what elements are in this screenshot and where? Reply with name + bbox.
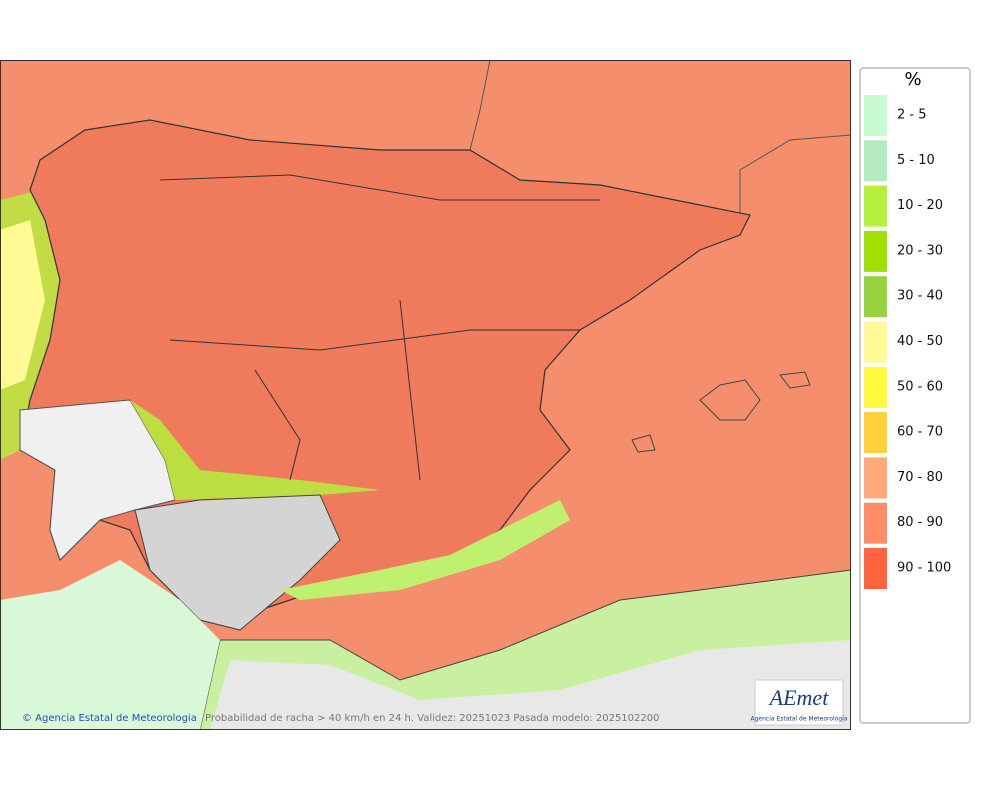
legend-label: 40 - 50: [897, 334, 943, 349]
legend-label: 80 - 90: [897, 515, 943, 530]
legend-label: 20 - 30: [897, 243, 943, 258]
legend-swatch: [864, 140, 887, 182]
borders: [159, 174, 600, 481]
legend-swatch: [864, 185, 887, 227]
island: [631, 434, 656, 453]
legend-swatch: [864, 230, 887, 272]
legend-label: 30 - 40: [897, 289, 943, 304]
andalusia: [134, 494, 341, 631]
legend-swatch: [864, 276, 887, 318]
legend-swatch: [864, 95, 887, 136]
legend-label: 2 - 5: [897, 108, 927, 123]
portugal-south: [19, 399, 176, 561]
legend-label: 5 - 10: [897, 153, 935, 168]
legend-swatch: [864, 502, 887, 544]
legend-label: 70 - 80: [897, 470, 943, 485]
legend-swatch: [864, 457, 887, 499]
logo-subtitle: Agencia Estatal de Meteorología: [751, 716, 848, 723]
africa-inland: [210, 640, 851, 730]
legend-label: 60 - 70: [897, 425, 943, 440]
caption: Probabilidad de racha > 40 km/h en 24 h.…: [205, 713, 659, 724]
map: [0, 60, 851, 730]
island: [779, 371, 811, 389]
island: [699, 379, 761, 421]
legend-swatch: [864, 366, 887, 408]
legend-swatch: [864, 548, 887, 589]
band: [280, 500, 570, 600]
legend-swatch: [864, 412, 887, 454]
legend-label: 50 - 60: [897, 379, 943, 394]
logo-box: [754, 679, 844, 726]
atlantic-band: [0, 560, 220, 730]
logo-name: AEmet: [768, 685, 830, 710]
legend-box: [859, 67, 971, 724]
legend-title: %: [904, 69, 921, 90]
credit: © Agencia Estatal de Meteorologia: [22, 713, 197, 724]
band: [130, 400, 380, 500]
legend-label: 90 - 100: [897, 561, 951, 576]
map-frame: [0, 60, 851, 730]
coast-band: [0, 220, 45, 390]
legend-label: 10 - 20: [897, 198, 943, 213]
legend: 2 - 5 5 - 10 10 - 20 20 - 30 30 - 40 40 - 50 5…: [864, 95, 951, 589]
legend-swatch: [864, 321, 887, 363]
